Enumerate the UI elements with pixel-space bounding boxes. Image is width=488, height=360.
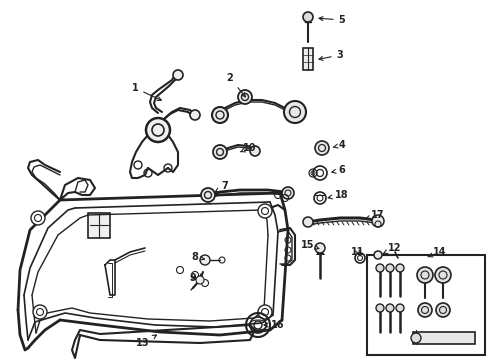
Circle shape: [201, 188, 215, 202]
Circle shape: [395, 264, 403, 272]
Circle shape: [249, 146, 260, 156]
Circle shape: [33, 305, 47, 319]
Circle shape: [375, 304, 383, 312]
Circle shape: [417, 303, 431, 317]
Text: 2: 2: [226, 73, 245, 97]
Text: 13: 13: [136, 335, 156, 348]
Circle shape: [213, 145, 226, 159]
Text: 5: 5: [318, 15, 345, 25]
Circle shape: [375, 264, 383, 272]
Text: 9: 9: [189, 273, 196, 283]
Circle shape: [190, 110, 200, 120]
Circle shape: [434, 267, 450, 283]
Circle shape: [200, 255, 209, 265]
Text: 11: 11: [350, 247, 364, 257]
Circle shape: [31, 211, 45, 225]
Circle shape: [395, 304, 403, 312]
Text: 4: 4: [332, 140, 345, 150]
Text: 14: 14: [427, 247, 446, 257]
Circle shape: [303, 217, 312, 227]
Circle shape: [258, 204, 271, 218]
Circle shape: [314, 243, 325, 253]
Bar: [366, 255, 484, 355]
Text: 16: 16: [264, 320, 284, 330]
Circle shape: [416, 267, 432, 283]
Circle shape: [410, 333, 420, 343]
Bar: [303, 48, 312, 70]
Text: 18: 18: [327, 190, 348, 200]
Circle shape: [282, 187, 293, 199]
Circle shape: [238, 90, 251, 104]
Text: 3: 3: [318, 50, 343, 60]
Circle shape: [373, 251, 381, 259]
Circle shape: [385, 304, 393, 312]
Text: 7: 7: [215, 181, 228, 192]
Circle shape: [435, 303, 449, 317]
Circle shape: [212, 107, 227, 123]
Circle shape: [146, 118, 170, 142]
Text: 15: 15: [301, 240, 318, 250]
Text: 12: 12: [382, 243, 401, 254]
Text: 8: 8: [191, 252, 204, 262]
Bar: [88, 213, 110, 238]
Text: 1: 1: [131, 83, 161, 100]
Circle shape: [371, 215, 383, 227]
Circle shape: [385, 264, 393, 272]
Text: 6: 6: [331, 165, 345, 175]
Circle shape: [303, 12, 312, 22]
Circle shape: [284, 101, 305, 123]
Circle shape: [173, 70, 183, 80]
Bar: [412, 332, 474, 344]
Text: 10: 10: [240, 143, 256, 153]
Circle shape: [196, 276, 203, 284]
Text: 17: 17: [365, 210, 384, 220]
Circle shape: [314, 141, 328, 155]
Circle shape: [258, 305, 271, 319]
